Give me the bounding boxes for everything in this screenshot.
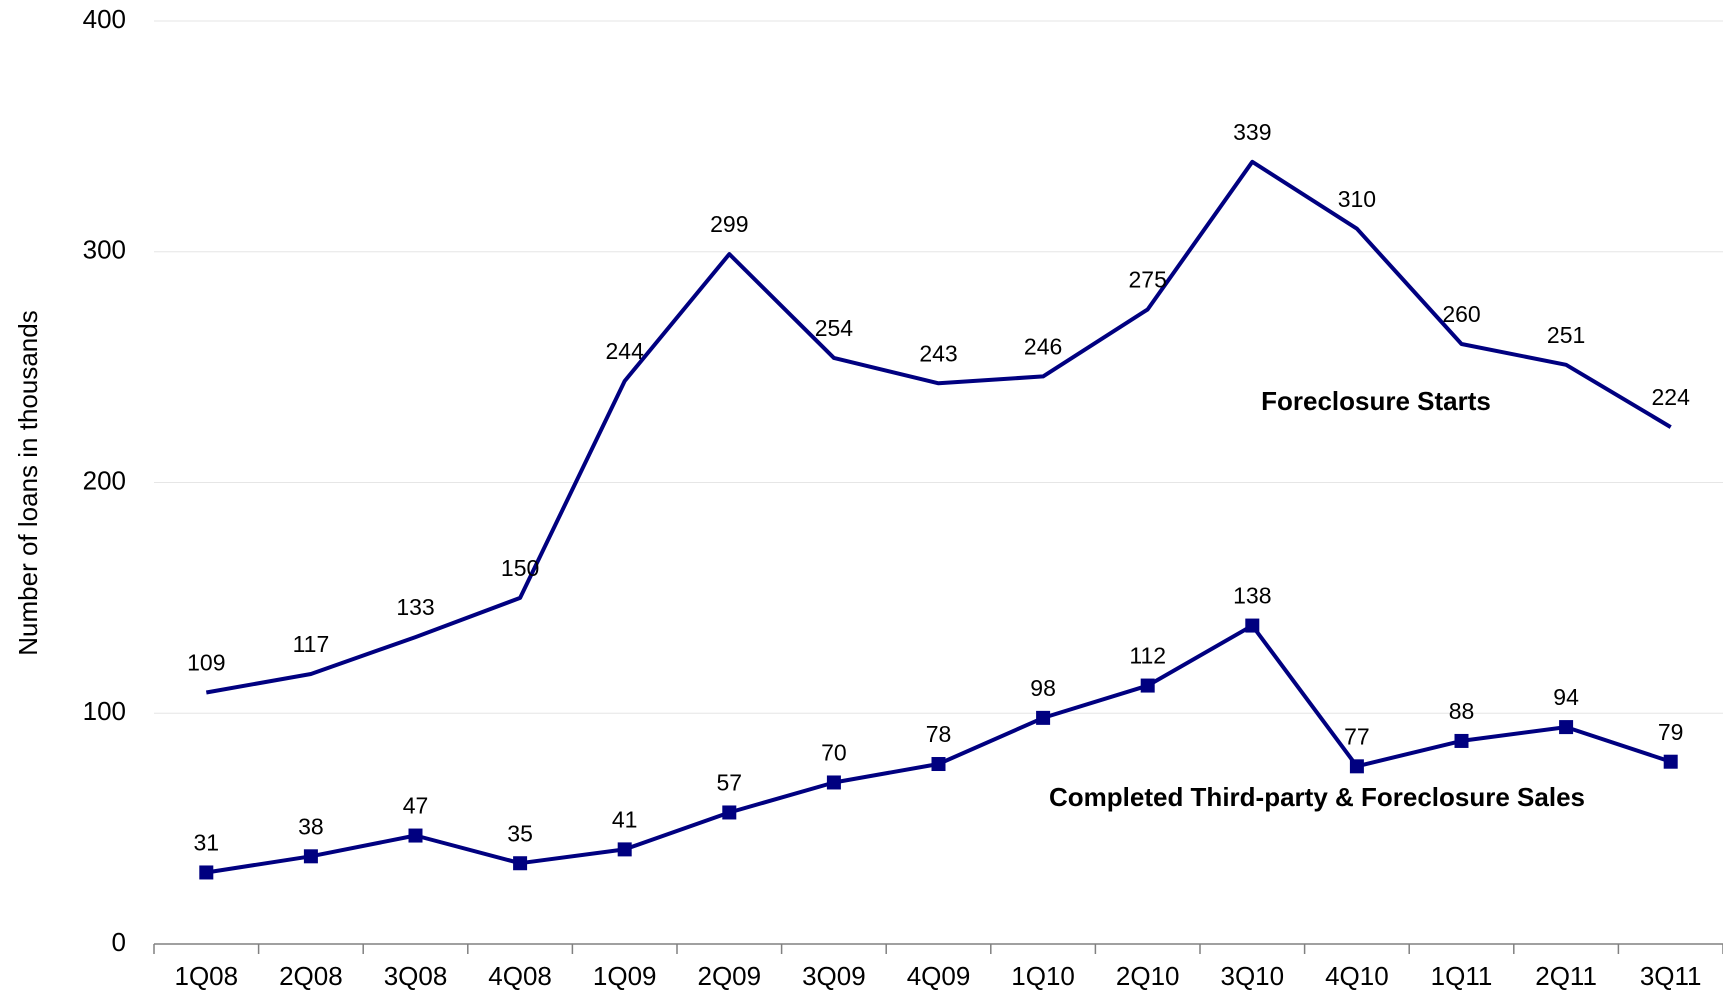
data-label: 57: [717, 770, 743, 796]
data-label: 35: [507, 820, 533, 846]
series-line: [205, 623, 1672, 875]
x-tick-label: 1Q10: [1011, 961, 1075, 991]
marker: [826, 775, 841, 790]
x-tick-label: 3Q09: [802, 961, 866, 991]
x-tick-label: 1Q08: [174, 961, 238, 991]
data-label: 70: [821, 740, 847, 766]
marker: [408, 828, 423, 843]
marker: [199, 865, 214, 880]
x-tick-label: 3Q10: [1220, 961, 1284, 991]
y-tick-label: 300: [83, 235, 126, 265]
x-tick-label: 4Q09: [907, 961, 971, 991]
series-line: [205, 159, 1672, 695]
marker: [513, 856, 528, 871]
x-tick-label: 2Q11: [1535, 961, 1597, 991]
x-tick-label: 2Q08: [279, 961, 343, 991]
data-label: 78: [926, 721, 952, 747]
series-label: Foreclosure Starts: [1261, 386, 1491, 416]
data-label: 244: [606, 338, 645, 364]
data-label: 47: [403, 793, 429, 819]
data-label: 133: [396, 594, 434, 620]
y-tick-label: 200: [83, 465, 126, 495]
data-label: 224: [1652, 384, 1691, 410]
marker: [617, 842, 632, 857]
series-label: Completed Third-party & Foreclosure Sale…: [1049, 782, 1585, 812]
data-label: 260: [1442, 301, 1480, 327]
marker: [303, 849, 318, 864]
data-label: 299: [710, 211, 748, 237]
data-label: 275: [1129, 267, 1167, 293]
data-label: 251: [1547, 322, 1585, 348]
data-label: 246: [1024, 333, 1062, 359]
data-label: 94: [1553, 684, 1579, 710]
marker: [1663, 754, 1678, 769]
marker: [722, 805, 737, 820]
marker: [1454, 733, 1469, 748]
data-label: 138: [1233, 583, 1271, 609]
data-label: 41: [612, 806, 638, 832]
y-axis-label: Number of loans in thousands: [13, 310, 43, 655]
data-label: 98: [1030, 675, 1056, 701]
marker: [1559, 720, 1574, 735]
y-tick-label: 0: [112, 927, 126, 957]
data-label: 31: [194, 830, 220, 856]
x-tick-label: 2Q10: [1116, 961, 1180, 991]
data-label: 117: [293, 631, 330, 657]
data-label: 243: [919, 340, 957, 366]
x-tick-label: 4Q08: [488, 961, 552, 991]
marker: [1140, 678, 1155, 693]
x-tick-label: 1Q11: [1431, 961, 1493, 991]
marker: [1245, 618, 1260, 633]
x-tick-label: 2Q09: [697, 961, 761, 991]
data-label: 339: [1233, 119, 1271, 145]
data-label: 109: [187, 650, 225, 676]
data-label: 79: [1658, 719, 1684, 745]
data-label: 112: [1129, 643, 1166, 669]
x-tick-label: 4Q10: [1325, 961, 1389, 991]
data-label: 310: [1338, 186, 1376, 212]
data-label: 77: [1344, 723, 1370, 749]
marker: [1349, 759, 1364, 774]
y-tick-label: 400: [83, 4, 126, 34]
x-tick-label: 3Q08: [384, 961, 448, 991]
data-label: 38: [298, 813, 324, 839]
y-tick-label: 100: [83, 696, 126, 726]
marker: [1036, 710, 1051, 725]
x-tick-label: 1Q09: [593, 961, 657, 991]
x-tick-label: 3Q11: [1640, 961, 1702, 991]
marker: [931, 757, 946, 772]
data-label: 150: [501, 555, 539, 581]
data-label: 88: [1449, 698, 1475, 724]
data-label: 254: [815, 315, 854, 341]
